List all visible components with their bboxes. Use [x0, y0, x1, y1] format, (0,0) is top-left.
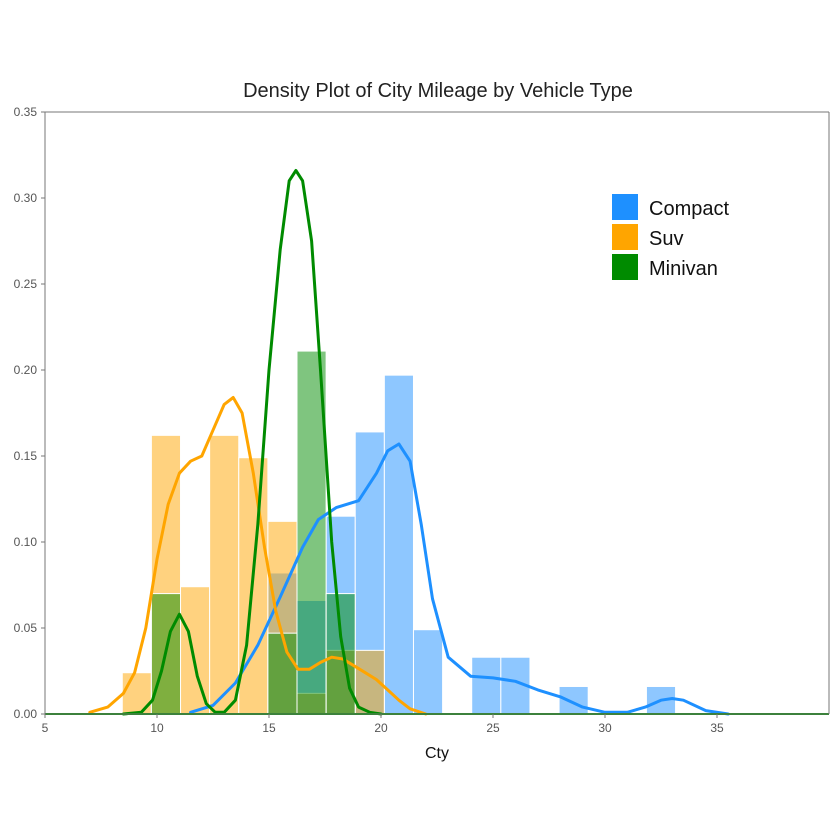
bar-minivan-0 [150, 593, 182, 715]
x-tick-label: 5 [42, 721, 49, 735]
y-tick-label: 0.30 [14, 191, 38, 205]
x-tick-label: 25 [486, 721, 500, 735]
bar-minivan-1 [267, 632, 298, 715]
bar-compact-5 [412, 629, 444, 715]
axes [44, 111, 830, 715]
chart-title: Density Plot of City Mileage by Vehicle … [243, 80, 633, 102]
x-axis-title: Cty [425, 745, 449, 762]
legend-label-compact: Compact [649, 198, 729, 220]
bar-minivan-3 [325, 593, 356, 715]
y-tick-label: 0.25 [14, 277, 38, 291]
y-tick-label: 0.10 [14, 535, 38, 549]
y-ticks: 0.00 0.05 0.10 0.15 0.20 0.25 0.30 0.35 [14, 105, 45, 721]
bar-compact-8 [558, 685, 589, 715]
histogram-bars [121, 350, 677, 715]
bar-compact-6 [471, 656, 502, 715]
y-tick-label: 0.05 [14, 621, 38, 635]
legend: Compact Suv Minivan [612, 194, 729, 280]
legend-label-minivan: Minivan [649, 258, 718, 280]
legend-swatch-compact [612, 194, 638, 220]
legend-swatch-suv [612, 224, 638, 250]
legend-swatch-minivan [612, 254, 638, 280]
density-line-minivan [121, 169, 383, 716]
x-tick-label: 20 [374, 721, 388, 735]
y-tick-label: 0.35 [14, 105, 38, 119]
x-ticks: 5 10 15 20 25 30 35 [42, 714, 724, 735]
x-tick-label: 10 [150, 721, 164, 735]
x-tick-label: 15 [262, 721, 276, 735]
bar-suv-3 [209, 434, 240, 715]
y-tick-label: 0.20 [14, 363, 38, 377]
bar-compact-4 [383, 374, 414, 715]
bar-suv-2 [180, 586, 211, 715]
y-tick-label: 0.15 [14, 449, 38, 463]
y-tick-label: 0.00 [14, 707, 38, 721]
density-line-compact [189, 442, 730, 716]
x-tick-label: 30 [598, 721, 612, 735]
x-tick-label: 35 [710, 721, 724, 735]
legend-label-suv: Suv [649, 228, 683, 250]
